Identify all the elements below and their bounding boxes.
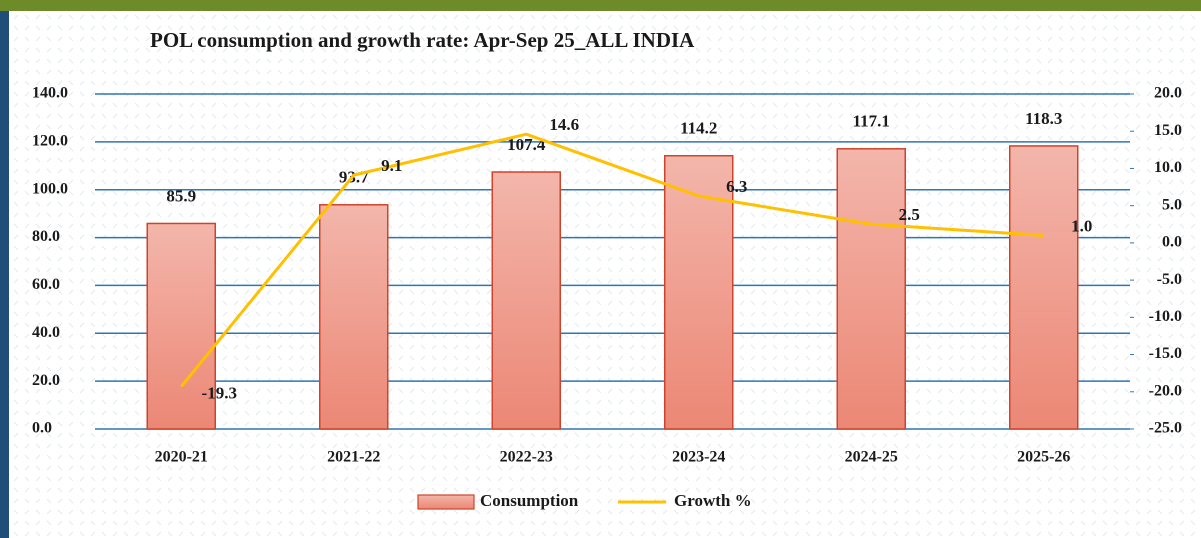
bar-value-label: 85.9 — [166, 186, 196, 205]
bar — [1009, 145, 1079, 430]
y2-tick-label: -5.0 — [1157, 271, 1182, 288]
line-value-label: 14.6 — [549, 115, 579, 134]
x-tick-label: 2025-26 — [1017, 449, 1070, 466]
bar-value-label: 114.2 — [680, 119, 717, 138]
y2-tick-label: 15.0 — [1154, 122, 1182, 139]
y-tick-label: 140.0 — [32, 85, 68, 102]
x-tick-label: 2023-24 — [672, 449, 725, 466]
y2-tick-label: -20.0 — [1149, 382, 1182, 399]
y-tick-label: 60.0 — [32, 276, 60, 293]
y2-tick-label: -25.0 — [1149, 420, 1182, 437]
y2-tick-label: 20.0 — [1154, 85, 1182, 102]
bar-value-label: 107.4 — [507, 135, 546, 154]
legend-swatch — [417, 494, 475, 510]
bar — [836, 148, 906, 430]
y2-tick-label: -15.0 — [1149, 345, 1182, 362]
y2-tick-label: 0.0 — [1162, 234, 1182, 251]
bar — [491, 171, 561, 430]
y-tick-label: 80.0 — [32, 228, 60, 245]
header-band — [0, 0, 1201, 11]
legend-label: Consumption — [480, 491, 579, 510]
line-value-label: 2.5 — [899, 205, 920, 224]
bar — [319, 204, 389, 430]
line-value-label: 1.0 — [1071, 216, 1092, 235]
bar-value-label: 118.3 — [1025, 109, 1062, 128]
y2-tick-label: 10.0 — [1154, 159, 1182, 176]
bar-value-label: 117.1 — [853, 112, 890, 131]
x-tick-label: 2020-21 — [155, 449, 208, 466]
y-tick-label: 20.0 — [32, 372, 60, 389]
bar — [146, 222, 216, 430]
legend-label: Growth % — [674, 491, 752, 510]
y2-tick-label: 5.0 — [1162, 196, 1182, 213]
line-value-label: 9.1 — [381, 156, 402, 175]
x-tick-label: 2021-22 — [327, 449, 380, 466]
bar — [664, 154, 734, 430]
line-value-label: -19.3 — [202, 383, 237, 402]
chart-title: POL consumption and growth rate: Apr-Sep… — [150, 28, 695, 52]
line — [180, 132, 1044, 388]
y-tick-label: 40.0 — [32, 324, 60, 341]
x-tick-label: 2022-23 — [500, 449, 553, 466]
y2-tick-label: -10.0 — [1149, 308, 1182, 325]
y-tick-label: 120.0 — [32, 133, 68, 150]
line-value-label: 6.3 — [726, 177, 747, 196]
x-tick-label: 2024-25 — [845, 449, 898, 466]
left-border — [0, 11, 9, 538]
y-tick-label: 0.0 — [32, 420, 52, 437]
y-tick-label: 100.0 — [32, 180, 68, 197]
